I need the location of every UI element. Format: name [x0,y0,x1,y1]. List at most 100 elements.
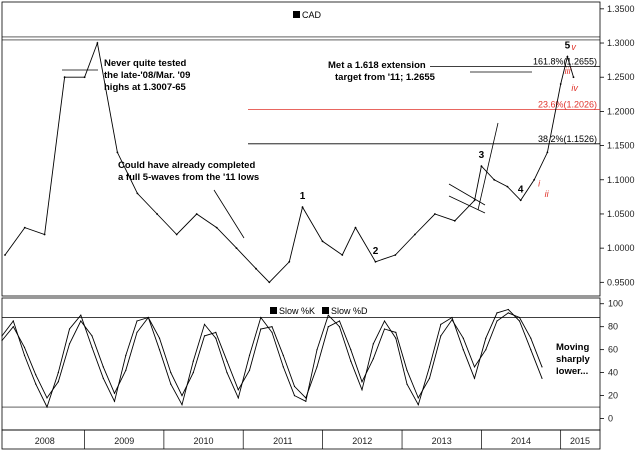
price-legend: CAD [293,10,322,20]
slowk-point [530,349,532,351]
oscillator-legend: Slow %K Slow %D [270,306,368,316]
slowk-point [327,314,329,316]
slowk-point [46,406,48,408]
slowk-point [91,346,93,348]
annotation-line: Never quite tested [104,58,187,69]
slowk-point [170,383,172,385]
slowk-point [203,323,206,325]
x-axis-label: 2012 [352,436,372,446]
slowd-point [406,369,408,371]
wave-label: 4 [518,184,524,195]
cad-price-point [434,213,436,215]
annotation-five-waves: Could have already completed a full 5-wa… [118,160,259,183]
slowk-point [102,377,104,379]
slowd-point [12,326,14,328]
wave-label: 3 [479,150,485,161]
slowk-point [12,320,14,322]
price-y-tick-label: 1.0500 [607,209,635,219]
cad-price-point [572,76,575,79]
slowd-point [147,316,149,319]
slowd-point [372,358,374,360]
cad-price-point [96,42,99,44]
slowd-point [440,335,442,337]
cad-price-point [255,267,257,270]
slowd-point [383,328,386,330]
cad-price-point [566,55,569,58]
elliott-wave-labels: 1 2 3 4 5 [300,41,571,257]
slowk-point [35,383,37,385]
slowd-point [57,381,59,383]
slowd-point [1,339,3,342]
wave-label: 1 [300,191,306,202]
slowk-point [485,337,487,339]
price-panel-frame [1,1,601,297]
slowd-point [125,369,127,371]
slowk-point [282,366,284,368]
cad-price-line [4,41,574,283]
x-axis-label: 2011 [273,436,292,446]
cad-legend-swatch [293,11,300,18]
cad-price-point [506,185,509,188]
slowk-legend-swatch [270,307,277,314]
slowd-point [68,343,71,345]
x-axis-label: 2015 [570,436,590,446]
subwave-label: ii [545,189,550,199]
slowk-point [192,360,194,362]
annotation-line: lower... [556,366,588,377]
slowd-point [248,369,251,371]
oscillator-points [1,308,543,408]
cad-price-points [4,42,575,284]
x-axis-frame [1,429,601,450]
price-y-tick-label: 1.2000 [607,106,635,116]
slowk-point [338,326,341,328]
slowk-point [428,366,431,368]
cad-price-point [559,83,562,85]
cad-price-point [4,254,6,256]
cad-price-point [136,192,139,195]
slowd-point [237,389,239,391]
cad-price-point [63,76,66,79]
slowd-point [136,331,138,333]
cad-price-point [23,226,26,229]
x-axis-label: 2010 [194,436,214,446]
slowk-point [57,372,59,374]
slowd-line [1,312,543,399]
price-y-tick-label: 1.1000 [607,175,635,185]
cad-price-point [533,178,536,181]
slowd-point [417,397,419,399]
fib-label: 23.6%(1.2026) [538,100,597,110]
cad-price-point [195,213,198,215]
price-y-tick-label: 1.3000 [607,38,635,48]
slowk-point [350,360,352,362]
cad-price-point [493,178,496,181]
x-axis-label: 2009 [114,436,134,446]
slowd-point [158,337,161,339]
price-y-tick-label: 1.2500 [607,72,635,82]
slowd-point [181,395,183,397]
slowk-point [372,343,374,345]
cad-price-point [175,233,178,236]
osc-y-tick-label: 0 [608,414,613,424]
slowk-point [440,323,442,325]
slowd-point [530,337,532,339]
slowd-point [496,320,498,322]
cad-price-point [156,213,159,215]
slowk-point [305,400,307,402]
cad-price-point [394,254,397,256]
annotation-line: sharply [556,354,591,365]
annotation-line: Moving [556,342,589,353]
slowk-point [293,395,296,397]
slowd-point [485,349,487,351]
slowd-point [35,374,37,376]
slowd-point [23,346,26,348]
slowd-point [226,360,228,362]
oscillator-y-axis: 100 80 60 40 20 0 [600,299,623,424]
cad-price-point [453,219,456,222]
osc-y-tick-label: 80 [608,322,618,332]
price-y-tick-label: 1.3500 [607,4,635,14]
x-axis-label: 2014 [511,436,531,446]
slowd-point [91,335,93,337]
slowk-point [541,377,543,379]
subwave-label: v [571,42,576,52]
